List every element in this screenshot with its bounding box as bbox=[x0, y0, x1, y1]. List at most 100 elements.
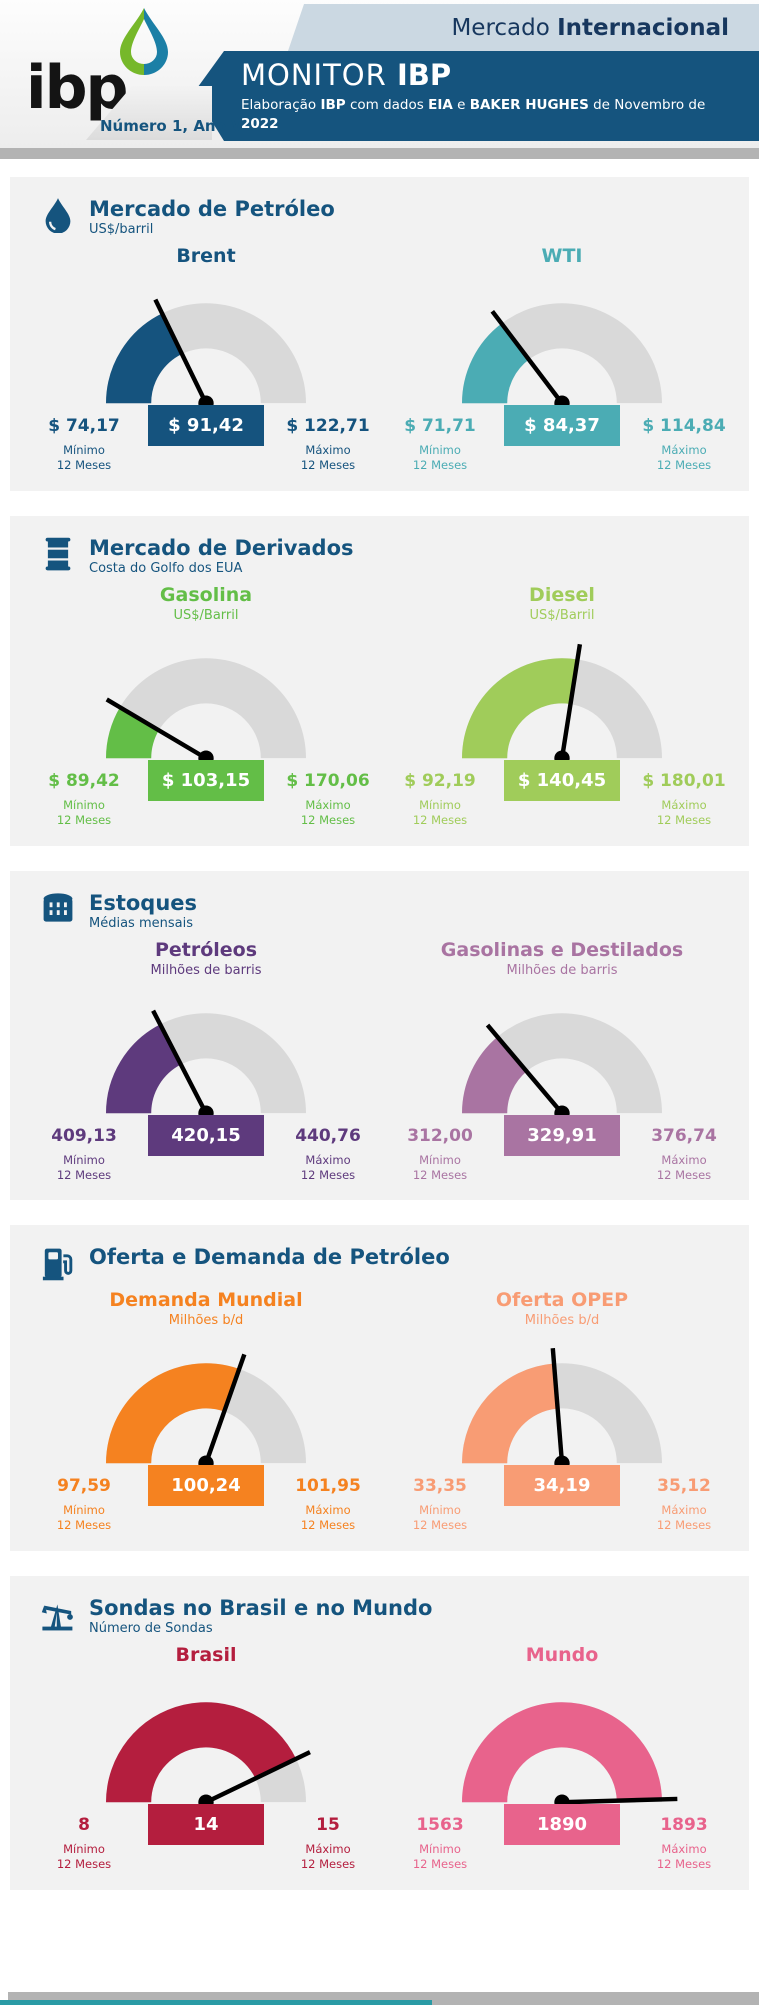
tank-icon bbox=[40, 891, 76, 927]
gauge-max-caption: Máximo 12 Meses bbox=[300, 1503, 356, 1533]
section-heading-text: Mercado de Petróleo US$/barril bbox=[89, 197, 335, 237]
gauge-max-column: $ 114,84 Máximo 12 Meses bbox=[628, 405, 740, 473]
section-title: Mercado de Petróleo bbox=[89, 197, 335, 221]
gauge-max-caption: Máximo 12 Meses bbox=[300, 1842, 356, 1871]
gauge-values-row: 97,59 Mínimo 12 Meses 100,24 101,95 Máxim… bbox=[28, 1465, 384, 1533]
gauge-max-caption: Máximo 12 Meses bbox=[656, 1152, 712, 1182]
gauge-chart bbox=[106, 1353, 306, 1472]
gauge: WTI $ 71,71 Mínimo 12 Meses $ 84,37 $ 114… bbox=[384, 241, 740, 473]
section-title: Mercado de Derivados bbox=[89, 535, 354, 560]
gauge-min-caption: Mínimo 12 Meses bbox=[412, 442, 468, 472]
gauge-max-value: $ 122,71 bbox=[286, 415, 370, 436]
gauge-subtitle: US$/Barril bbox=[173, 607, 239, 623]
gauge-min-caption: Mínimo 12 Meses bbox=[412, 1503, 468, 1533]
gauge-title: WTI bbox=[541, 245, 583, 268]
gauge-max-value: $ 180,01 bbox=[642, 770, 726, 791]
section-title: Estoques bbox=[89, 890, 198, 915]
title-banner: MONITOR IBP Elaboração IBP com dados EIA… bbox=[194, 51, 759, 141]
gauge-title: Diesel bbox=[529, 583, 595, 606]
gauge-min-column: 409,13 Mínimo 12 Meses bbox=[28, 1115, 140, 1183]
gauge-subtitle: Milhões b/d bbox=[524, 1313, 600, 1329]
gauge-max-caption: Máximo 12 Meses bbox=[656, 1842, 712, 1871]
gauge-min-value: 409,13 bbox=[51, 1125, 117, 1146]
gauge-max-caption: Máximo 12 Meses bbox=[656, 442, 712, 472]
gauge: Petróleos Milhões de barris 409,13 Mínim… bbox=[28, 935, 384, 1183]
gauge-max-caption: Máximo 12 Meses bbox=[300, 442, 356, 472]
section-subtitle: Costa do Golfo dos EUA bbox=[89, 560, 243, 576]
gauge-values-row: 312,00 Mínimo 12 Meses 329,91 376,74 Máxi… bbox=[384, 1114, 740, 1183]
gauge-max-caption: Máximo 12 Meses bbox=[656, 797, 712, 827]
gauge-min-value: $ 71,71 bbox=[404, 415, 476, 436]
gauge-min-value: $ 89,42 bbox=[48, 770, 120, 791]
gauge: Diesel US$/Barril $ 92,19 Mínimo 12 Meses… bbox=[384, 580, 740, 828]
section-header: Sondas no Brasil e no Mundo Número de So… bbox=[28, 1596, 731, 1636]
gauge-min-caption: Mínimo 12 Meses bbox=[412, 797, 468, 827]
fuel-pump-icon bbox=[40, 1245, 76, 1281]
gauge-max-column: 101,95 Máximo 12 Meses bbox=[272, 1465, 384, 1533]
gauge-current-value: 1890 bbox=[504, 1804, 620, 1846]
gauge-min-column: 33,35 Mínimo 12 Meses bbox=[384, 1465, 496, 1533]
gauge-current-value: 14 bbox=[148, 1804, 264, 1846]
section-heading-text: Oferta e Demanda de Petróleo bbox=[89, 1245, 450, 1269]
gauge-values-row: $ 74,17 Mínimo 12 Meses $ 91,42 $ 122,71 … bbox=[28, 404, 384, 473]
gauge-max-column: 440,76 Máximo 12 Meses bbox=[272, 1115, 384, 1183]
gauge-subtitle: US$/Barril bbox=[529, 607, 595, 623]
gauge: Gasolinas e Destilados Milhões de barris… bbox=[384, 935, 740, 1183]
section-subtitle: Número de Sondas bbox=[89, 1621, 213, 1637]
section-title: Sondas no Brasil e no Mundo bbox=[89, 1596, 433, 1621]
gauge-min-value: $ 92,19 bbox=[404, 770, 476, 791]
gauge-min-caption: Mínimo 12 Meses bbox=[56, 797, 112, 827]
barrel-icon bbox=[40, 536, 76, 572]
gauge-min-caption: Mínimo 12 Meses bbox=[412, 1842, 468, 1871]
gauge-min-value: 8 bbox=[78, 1815, 90, 1836]
gauge-title: Brent bbox=[176, 245, 236, 268]
gauge-max-value: 101,95 bbox=[295, 1476, 361, 1497]
gauge-max-column: $ 170,06 Máximo 12 Meses bbox=[272, 760, 384, 828]
gauge-title: Gasolina bbox=[159, 583, 253, 606]
gauge-title: Petróleos bbox=[154, 938, 258, 961]
gauge-min-caption: Mínimo 12 Meses bbox=[56, 1842, 112, 1871]
gauge-min-column: 312,00 Mínimo 12 Meses bbox=[384, 1115, 496, 1183]
section-panel: Mercado de Petróleo US$/barril Brent $ 7… bbox=[10, 177, 749, 491]
section-title: Oferta e Demanda de Petróleo bbox=[89, 1245, 450, 1270]
gauge-max-value: $ 114,84 bbox=[642, 415, 726, 436]
gauge-min-column: 1563 Mínimo 12 Meses bbox=[384, 1804, 496, 1872]
section-panel: Sondas no Brasil e no Mundo Número de So… bbox=[10, 1576, 749, 1890]
section-heading-text: Mercado de Derivados Costa do Golfo dos … bbox=[89, 536, 354, 576]
gauge-subtitle: Milhões b/d bbox=[168, 1313, 244, 1329]
gauge-max-column: 1893 Máximo 12 Meses bbox=[628, 1804, 740, 1872]
gauge-title: Demanda Mundial bbox=[109, 1289, 303, 1312]
gauge-chart bbox=[462, 1012, 662, 1121]
gauge-chart bbox=[106, 1702, 311, 1810]
gauge-min-value: $ 74,17 bbox=[48, 415, 120, 436]
gauge-row: Demanda Mundial Milhões b/d 97,59 Mínimo… bbox=[28, 1285, 731, 1533]
gauge-min-caption: Mínimo 12 Meses bbox=[56, 1503, 112, 1533]
gauge-min-value: 97,59 bbox=[57, 1476, 111, 1497]
gauge-chart bbox=[462, 1702, 678, 1810]
gauge-subtitle: Milhões de barris bbox=[150, 962, 262, 978]
gauge-min-value: 33,35 bbox=[413, 1476, 467, 1497]
report-title: MONITOR IBP bbox=[241, 58, 452, 92]
gauge-row: Brent $ 74,17 Mínimo 12 Meses $ 91,42 $ 1… bbox=[28, 241, 731, 473]
ibp-logo-text: ibp bbox=[26, 53, 128, 123]
market-banner-label: Mercado Internacional bbox=[451, 14, 729, 41]
gauge-values-row: $ 89,42 Mínimo 12 Meses $ 103,15 $ 170,06… bbox=[28, 759, 384, 828]
gauge-max-caption: Máximo 12 Meses bbox=[300, 797, 356, 827]
gauge: Gasolina US$/Barril $ 89,42 Mínimo 12 Mes… bbox=[28, 580, 384, 828]
gauge-max-column: $ 122,71 Máximo 12 Meses bbox=[272, 405, 384, 473]
gauge-min-value: 1563 bbox=[416, 1815, 464, 1836]
gauge-subtitle: Milhões de barris bbox=[506, 962, 618, 978]
gauge-values-row: 1563 Mínimo 12 Meses 1890 1893 Máximo 12 M… bbox=[384, 1804, 740, 1872]
gauge-row: Petróleos Milhões de barris 409,13 Mínim… bbox=[28, 935, 731, 1183]
gauge-max-value: 1893 bbox=[660, 1815, 708, 1836]
gauge-current-value: 420,15 bbox=[148, 1114, 264, 1156]
section-header: Estoques Médias mensais bbox=[28, 891, 731, 931]
gauge-chart bbox=[106, 298, 306, 411]
gauge-row: Gasolina US$/Barril $ 89,42 Mínimo 12 Mes… bbox=[28, 580, 731, 828]
gauge-title: Gasolinas e Destilados bbox=[440, 938, 684, 961]
market-banner: Mercado Internacional bbox=[288, 4, 759, 51]
gauge-max-value: 376,74 bbox=[651, 1125, 717, 1146]
section-header: Mercado de Petróleo US$/barril bbox=[28, 197, 731, 237]
section-subtitle: US$/barril bbox=[89, 222, 154, 238]
gauge-min-caption: Mínimo 12 Meses bbox=[412, 1152, 468, 1182]
